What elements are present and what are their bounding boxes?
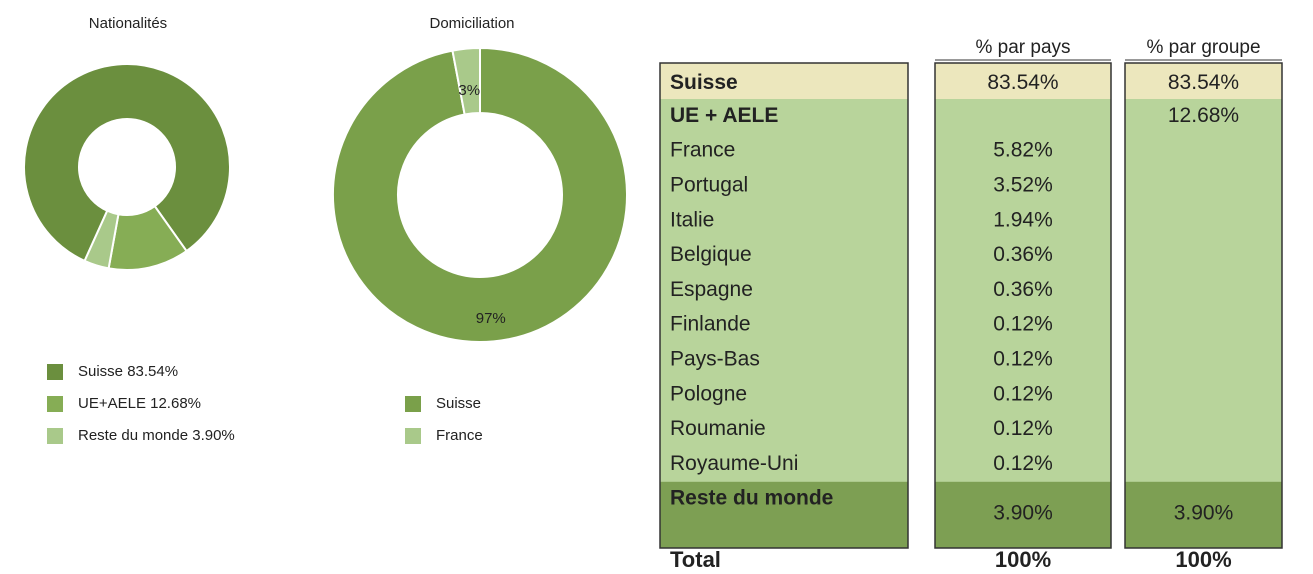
row-highlight	[935, 63, 1111, 99]
row-label: Royaume-Uni	[670, 452, 798, 475]
row-label: Italie	[670, 208, 714, 231]
legend-swatch	[47, 428, 63, 444]
table-column-bg	[935, 63, 1111, 548]
cell-value: 3.90%	[993, 501, 1053, 524]
column-header: % par pays	[975, 37, 1070, 58]
row-label: Suisse	[670, 71, 738, 94]
legend-label: Suisse	[436, 395, 481, 412]
donut-slice	[332, 46, 628, 343]
total-cell: 100%	[995, 547, 1051, 572]
row-label: France	[670, 139, 735, 162]
chart-title: Domiciliation	[429, 15, 514, 32]
total-cell: Total	[670, 547, 721, 572]
cell-value: 3.90%	[1174, 501, 1234, 524]
cell-value: 0.36%	[993, 278, 1053, 301]
total-cell: 100%	[1175, 547, 1231, 572]
cell-value: 0.36%	[993, 243, 1053, 266]
row-label: Finlande	[670, 313, 751, 336]
row-label: Roumanie	[670, 417, 766, 440]
column-border	[659, 62, 909, 549]
cell-value: 0.12%	[993, 348, 1053, 371]
row-label: Pays-Bas	[670, 348, 760, 371]
data-label: 97%	[476, 310, 506, 327]
row-label: Belgique	[670, 243, 752, 266]
row-highlight	[660, 481, 908, 548]
donut-slice	[451, 46, 481, 116]
row-highlight	[1125, 481, 1282, 548]
cell-value: 0.12%	[993, 452, 1053, 475]
legend-label: Suisse 83.54%	[78, 363, 178, 380]
table-column-bg	[660, 63, 908, 548]
row-highlight	[660, 63, 908, 99]
legend-swatch	[405, 428, 421, 444]
row-label: Reste du monde	[670, 486, 833, 509]
cell-value: 0.12%	[993, 313, 1053, 336]
column-border	[1124, 62, 1283, 549]
cell-value: 1.94%	[993, 208, 1053, 231]
cell-value: 0.12%	[993, 382, 1053, 405]
row-label: UE + AELE	[670, 104, 778, 127]
column-header: % par groupe	[1146, 37, 1260, 58]
legend-swatch	[47, 396, 63, 412]
donut-slice	[23, 63, 231, 263]
cell-value: 0.12%	[993, 417, 1053, 440]
cell-value: 83.54%	[987, 71, 1058, 94]
legend-label: France	[436, 427, 483, 444]
cell-value: 3.52%	[993, 174, 1053, 197]
row-label: Espagne	[670, 278, 753, 301]
row-highlight	[1125, 63, 1282, 99]
legend-swatch	[47, 364, 63, 380]
chart-title: Nationalités	[89, 15, 167, 32]
cell-value: 12.68%	[1168, 104, 1239, 127]
column-border	[934, 62, 1112, 549]
data-label: 3%	[458, 82, 480, 99]
legend-label: Reste du monde 3.90%	[78, 427, 235, 444]
cell-value: 83.54%	[1168, 71, 1239, 94]
legend-swatch	[405, 396, 421, 412]
row-label: Pologne	[670, 382, 747, 405]
table-column-bg	[1125, 63, 1282, 548]
row-highlight	[935, 481, 1111, 548]
legend-label: UE+AELE 12.68%	[78, 395, 201, 412]
donut-slice	[83, 209, 120, 270]
cell-value: 5.82%	[993, 139, 1053, 162]
row-label: Portugal	[670, 174, 748, 197]
